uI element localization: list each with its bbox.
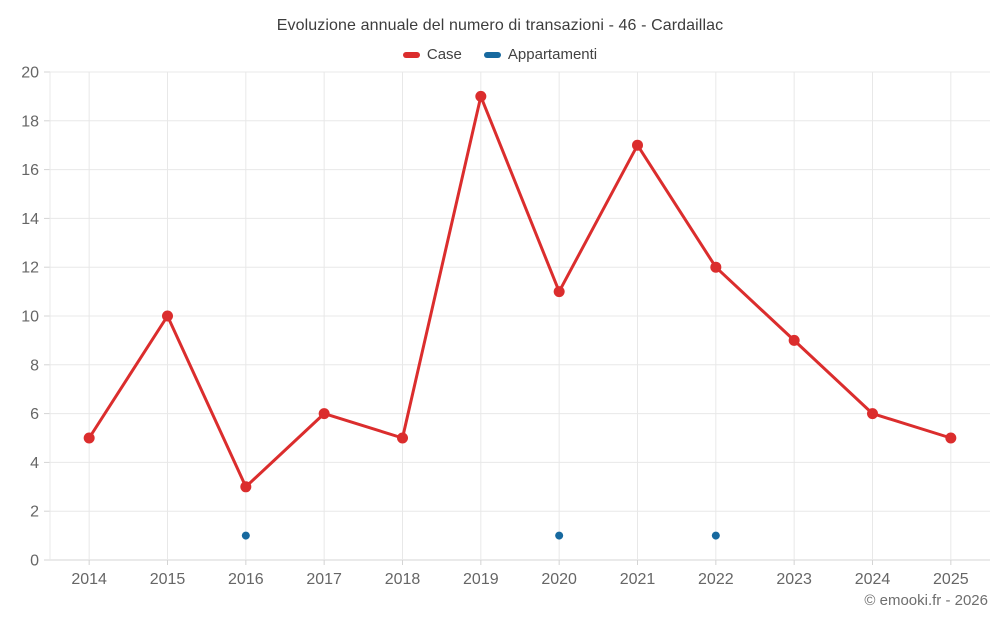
legend-label-case: Case xyxy=(426,46,462,63)
x-axis-label: 2023 xyxy=(776,571,812,588)
x-axis-label: 2016 xyxy=(228,571,264,588)
data-point-appartamenti[interactable] xyxy=(711,531,720,540)
x-axis-label: 2020 xyxy=(541,571,577,588)
y-axis-label: 12 xyxy=(21,260,39,277)
y-axis-label: 20 xyxy=(21,65,39,82)
data-point-case[interactable] xyxy=(397,432,408,444)
y-axis-label: 10 xyxy=(21,309,39,326)
y-axis-label: 14 xyxy=(21,211,39,228)
y-axis-label: 0 xyxy=(30,553,39,570)
y-axis-label: 18 xyxy=(21,113,39,130)
data-point-case[interactable] xyxy=(318,408,330,420)
data-point-case[interactable] xyxy=(632,139,643,151)
data-point-case[interactable] xyxy=(710,261,722,273)
x-axis-label: 2025 xyxy=(933,571,969,588)
legend-item-case[interactable]: Case xyxy=(402,46,462,63)
series-line-case xyxy=(87,94,953,489)
legend-swatch-case xyxy=(402,51,420,58)
data-point-case[interactable] xyxy=(475,90,487,102)
x-axis-label: 2024 xyxy=(855,571,891,588)
chart-title: Evoluzione annuale del numero di transaz… xyxy=(276,17,724,34)
data-point-case[interactable] xyxy=(553,286,565,298)
legend: Case Appartamenti xyxy=(0,46,1000,63)
data-point-case[interactable] xyxy=(162,310,173,322)
attribution: © emooki.fr - 2026 xyxy=(864,592,988,609)
x-axis-label: 2021 xyxy=(620,571,656,588)
data-point-case[interactable] xyxy=(83,432,95,444)
x-axis-label: 2015 xyxy=(150,571,186,588)
data-point-case[interactable] xyxy=(945,432,957,444)
x-axis-label: 2017 xyxy=(306,571,342,588)
x-axis-label: 2018 xyxy=(385,571,421,588)
data-point-appartamenti[interactable] xyxy=(555,531,564,540)
data-point-case[interactable] xyxy=(240,481,252,493)
y-axis-label: 16 xyxy=(21,162,39,179)
data-point-appartamenti[interactable] xyxy=(241,531,250,540)
legend-item-appartamenti[interactable]: Appartamenti xyxy=(483,46,598,63)
y-axis-label: 6 xyxy=(30,406,39,423)
y-axis-label: 4 xyxy=(30,455,39,472)
x-axis-label: 2019 xyxy=(463,571,499,588)
legend-label-appartamenti: Appartamenti xyxy=(507,46,598,63)
y-axis-label: 8 xyxy=(30,357,39,374)
data-point-case[interactable] xyxy=(867,408,878,420)
legend-swatch-appartamenti xyxy=(483,51,501,58)
x-axis-label: 2022 xyxy=(698,571,734,588)
y-axis-label: 2 xyxy=(30,504,39,521)
data-point-case[interactable] xyxy=(788,334,800,346)
x-axis-label: 2014 xyxy=(71,571,107,588)
